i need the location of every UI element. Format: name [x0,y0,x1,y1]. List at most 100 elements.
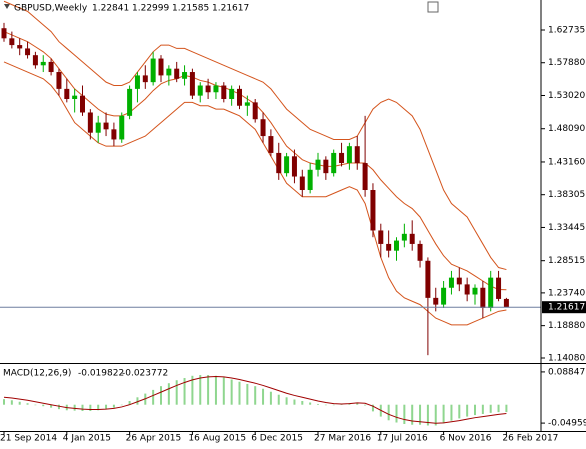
macd-bar [183,378,186,405]
macd-bar [105,404,108,410]
candle-body [213,85,219,93]
candle-body [103,122,109,130]
candle-body [158,58,164,76]
macd-bar [301,401,304,405]
candle-body [441,287,447,305]
candle-body [299,176,305,191]
candle-body [166,68,172,76]
candle-body [362,163,368,191]
macd-bar [160,386,162,405]
candle-body [142,75,148,83]
macd-bar [481,404,484,414]
candle-body [417,243,423,261]
macd-bar [167,383,170,405]
macd-bar [505,404,508,413]
macd-bar [371,404,374,412]
candle-body [95,122,101,133]
candle-body [386,243,392,251]
candle-body [221,85,227,99]
low-value: 1.21585 [172,4,209,14]
macd-bar [246,383,249,405]
macd-bar [489,404,492,413]
x-tick-label: 6 Nov 2016 [440,434,492,444]
candle-body [291,156,297,177]
macd-bar [199,375,202,405]
macd-bar [442,404,445,424]
candle-body [323,159,329,174]
macd-bar [458,404,461,419]
macd-bar [50,404,53,408]
candle-body [472,287,478,295]
bollinger-upper [3,0,507,271]
candle-body [339,152,345,164]
y-tick-label: 1.18880 [548,321,585,331]
candle-body [354,146,360,164]
y-tick-label: -0.049591 [548,419,586,429]
candle-body [174,68,180,79]
candle-body [488,277,494,308]
macd-bar [262,388,265,405]
candle-body [409,233,415,244]
candle-body [268,136,274,153]
macd-bar [3,399,5,405]
candle-body [87,112,93,133]
candle-body [448,277,454,288]
candle-body [40,61,46,66]
candle-body [72,95,78,99]
macd-bar [269,391,272,405]
candle-body [17,45,23,49]
candle-body [182,72,188,79]
macd-bar [277,394,280,405]
macd-bar [57,404,60,410]
candle-body [32,55,38,66]
macd-bar [42,404,45,407]
candle-body [433,297,439,305]
macd-bar [73,404,76,411]
macd-title: MACD(12,26,9) [3,369,71,379]
price-label-box [542,301,586,314]
macd-bar [317,403,319,405]
y-tick-label: 1.57880 [548,58,585,68]
macd-bar [230,379,233,405]
y-tick-label: 0.08847 [548,367,585,377]
x-tick-label: 6 Dec 2015 [251,434,303,444]
macd-bar [112,404,115,408]
macd-bar [10,400,13,405]
macd-bar [97,404,100,411]
macd-bar [419,404,422,425]
macd-bar [403,404,406,424]
macd-bar [26,403,29,405]
macd-bar [18,401,21,405]
candle-body [197,85,203,96]
candle-body [401,233,407,241]
close-value: 1.21617 [212,4,249,14]
macd-bar [152,389,155,405]
macd-bar [120,404,123,406]
candle-body [425,260,431,298]
x-tick-label: 17 Jul 2016 [377,434,428,444]
macd-bar [285,397,288,405]
candle-body [134,75,140,89]
candle-body [56,72,62,89]
y-tick-label: 1.23740 [548,288,585,298]
candle-body [244,102,250,106]
high-value: 1.22999 [132,4,169,14]
candle-body [370,190,376,231]
candle-body [252,102,258,120]
candle-body [150,58,156,83]
candle-body [315,159,321,170]
macd-bar [474,404,476,416]
candle-body [25,48,31,56]
candle-body [64,88,70,99]
candle-body [284,156,290,174]
close-box[interactable] [427,1,439,13]
x-tick-label: 16 Aug 2015 [188,434,246,444]
candle-body [205,85,211,93]
candle-body [189,72,195,96]
macd-bar [332,404,335,406]
candle-body [1,28,7,39]
macd-bar [324,404,327,406]
menu-icon [4,4,10,9]
